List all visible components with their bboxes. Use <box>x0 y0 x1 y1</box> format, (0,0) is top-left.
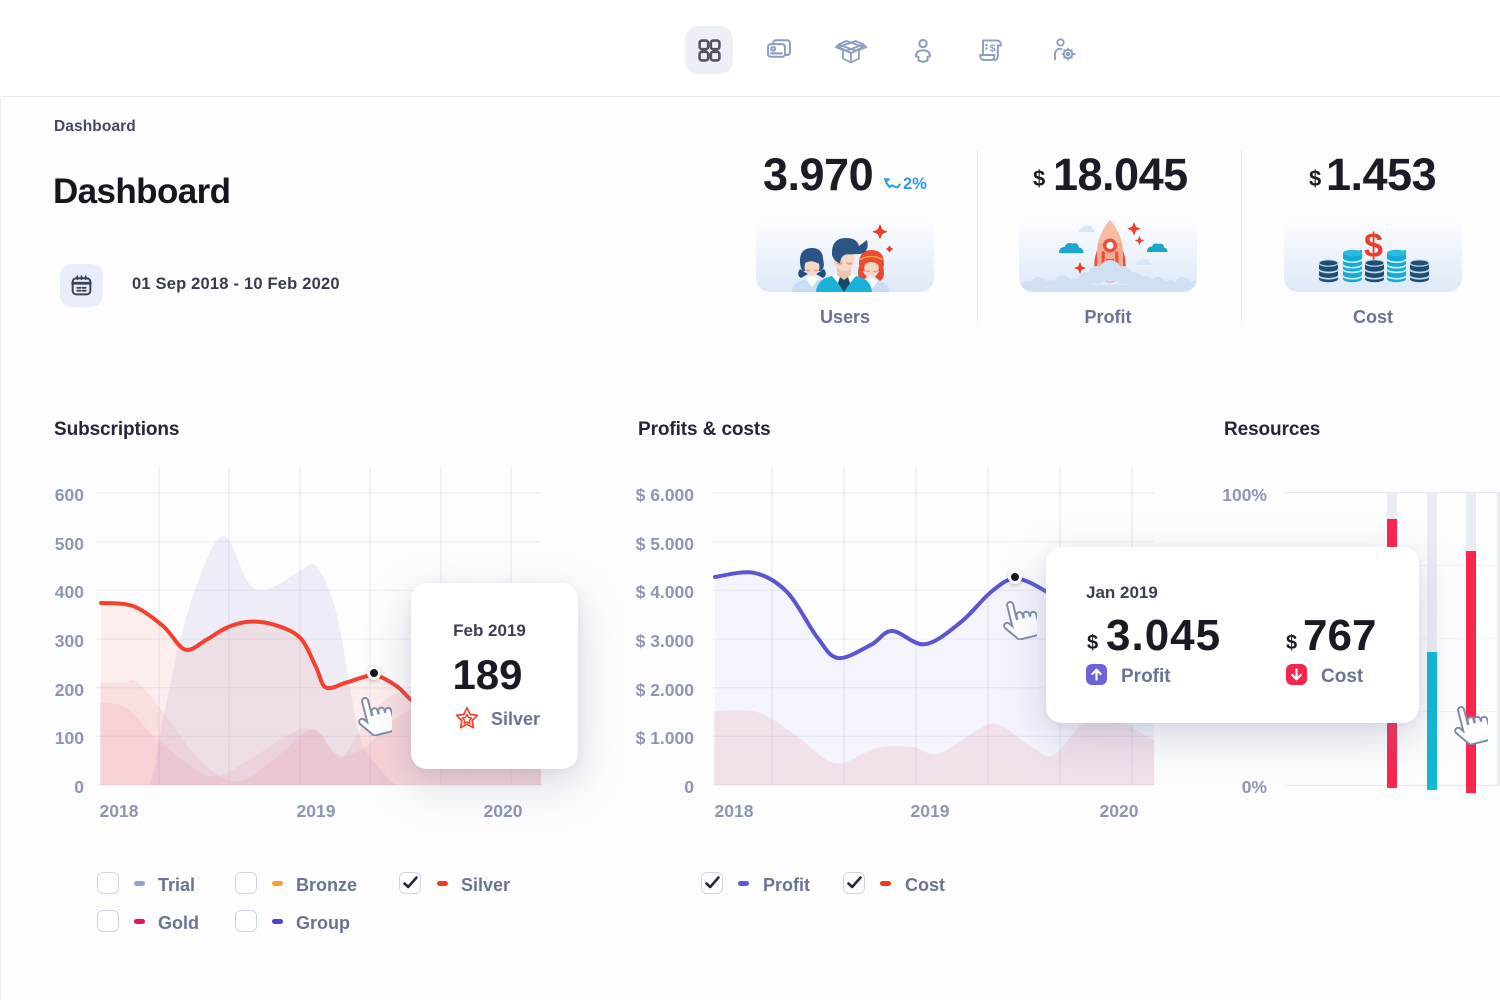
svg-text:$: $ <box>1364 227 1383 265</box>
svg-text:$: $ <box>990 42 996 54</box>
